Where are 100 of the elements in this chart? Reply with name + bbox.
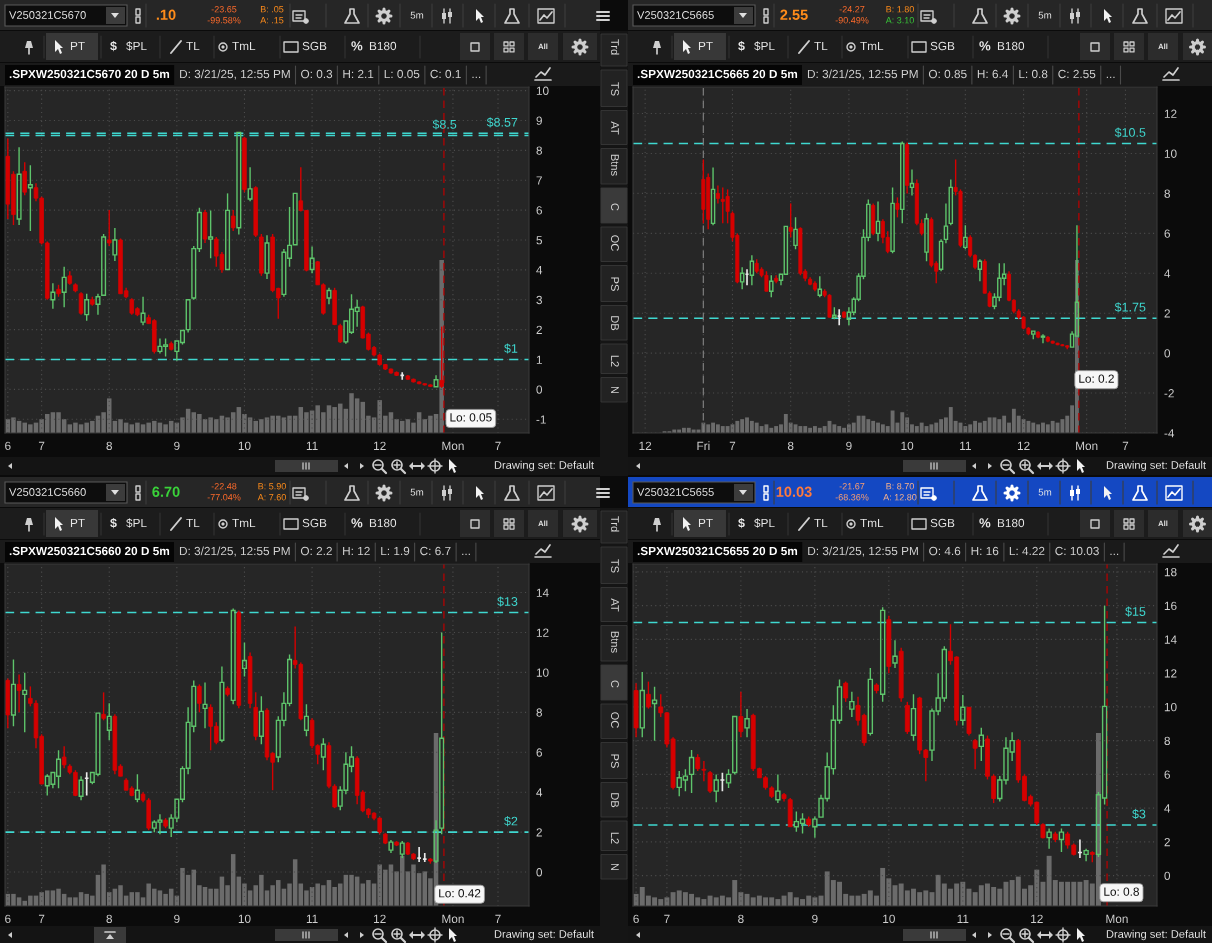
text: -23.65 [211, 6, 237, 13]
y-tick-label: 6 [536, 206, 542, 215]
text: N [611, 386, 619, 394]
text: B: 5.90 [258, 483, 286, 490]
text: L: 4.22 [1009, 546, 1045, 556]
y-tick-label: 10 [1164, 149, 1177, 158]
text: Drawing set: Default [1106, 929, 1206, 941]
ref-line-label: $1 [504, 343, 518, 354]
text: 5m [410, 11, 424, 19]
y-tick-label: 1 [536, 355, 542, 364]
text: SGB [930, 41, 955, 51]
text: SGB [930, 518, 955, 528]
y-tick-label: 0 [1164, 871, 1171, 881]
text: D: 3/21/25, 12:55 PM [808, 546, 918, 557]
y-tick-label: 8 [536, 708, 542, 717]
text: B: 1.80 [886, 6, 914, 13]
text: TL [814, 518, 828, 528]
ref-line-label: $3 [1132, 809, 1146, 820]
text: B180 [997, 41, 1025, 51]
text: TmL [860, 518, 884, 528]
text: C [611, 203, 619, 211]
text: PT [698, 41, 713, 51]
x-tick-label: 9 [812, 914, 818, 923]
text: C: 6.7 [420, 546, 451, 556]
x-tick-label: 7 [664, 914, 670, 923]
text: PT [70, 41, 85, 51]
text: C: 10.03 [1055, 546, 1099, 556]
text: N [611, 863, 619, 871]
text: $PL [754, 41, 775, 51]
text: B180 [997, 518, 1025, 528]
y-tick-label: 4 [1164, 804, 1171, 813]
text: -21.67 [839, 483, 865, 490]
x-tick-label: 7 [495, 441, 501, 450]
text: $PL [754, 518, 775, 528]
text: O: 4.6 [929, 546, 961, 556]
text: A: 7.60 [257, 494, 286, 501]
text: -99.58% [207, 17, 241, 24]
text: O: 0.85 [928, 69, 967, 79]
text: A: 12.80 [883, 494, 917, 501]
ref-line-label: $10.5 [1114, 127, 1146, 138]
x-tick-label: Mon [442, 441, 464, 450]
text: B180 [369, 518, 397, 528]
x-tick-label: 12 [1031, 914, 1043, 923]
text: H: 6.4 [977, 69, 1009, 79]
y-tick-label: 2 [536, 828, 542, 837]
text: V250321C5670 [9, 11, 86, 19]
text: TmL [860, 41, 884, 51]
x-tick-label: 10 [238, 441, 251, 450]
text: H: 2.1 [343, 69, 374, 79]
y-tick-label: 5 [536, 236, 543, 245]
text: 6.70 [152, 486, 180, 497]
y-tick-label: 6 [1164, 229, 1170, 238]
y-tick-label: 2 [1164, 309, 1170, 318]
text: Trd [611, 39, 620, 55]
text: 5m [410, 488, 424, 496]
text: % [351, 518, 363, 528]
text: B: 8.70 [886, 483, 914, 490]
text: D: 3/21/25, 12:55 PM [807, 69, 918, 80]
text: PT [70, 518, 85, 528]
text: H: 16 [971, 546, 999, 556]
text: TL [814, 41, 828, 51]
text: OC [611, 712, 619, 728]
text: D: 3/21/25, 12:55 PM [180, 69, 290, 80]
text: -68.36% [835, 494, 869, 501]
chart-title: .SPXW250321C5670 20 D 5m [9, 69, 170, 79]
text: B180 [369, 41, 397, 51]
text: -77.04% [207, 494, 241, 501]
y-tick-label: 2 [536, 325, 542, 334]
text: AT [611, 598, 619, 612]
text: D: 3/21/25, 12:55 PM [179, 546, 290, 557]
y-tick-label: 7 [536, 176, 542, 185]
text: Trd [611, 516, 620, 532]
text: SGB [302, 518, 327, 528]
y-tick-label: 14 [536, 588, 549, 597]
text: C: 2.55 [1058, 69, 1096, 79]
text: L: 0.8 [1019, 69, 1048, 79]
text: $ [110, 517, 117, 529]
y-tick-label: 4 [536, 788, 543, 797]
y-tick-label: 6 [1164, 770, 1170, 779]
text: DB [611, 316, 619, 331]
x-tick-label: 8 [787, 441, 794, 450]
x-tick-label: 11 [960, 441, 971, 450]
text: H: 12 [343, 546, 370, 556]
y-tick-label: 4 [536, 266, 543, 275]
text: Btns [611, 154, 619, 176]
text: ... [1106, 76, 1115, 79]
text: $PL [126, 41, 147, 51]
y-tick-label: 3 [536, 295, 542, 305]
text: A: 3.10 [885, 17, 914, 24]
text: TS [611, 559, 619, 573]
text: $ [738, 40, 745, 52]
x-tick-label: 9 [174, 441, 180, 450]
text: C: 0.1 [430, 69, 461, 79]
x-tick-label: 12 [1017, 441, 1030, 450]
x-tick-label: 7 [38, 441, 45, 450]
x-tick-label: Mon [1106, 914, 1128, 923]
text: O: 2.2 [300, 546, 332, 556]
x-tick-label: 6 [5, 914, 11, 923]
text: -90.49% [835, 17, 869, 24]
x-tick-label: 7 [38, 914, 45, 923]
